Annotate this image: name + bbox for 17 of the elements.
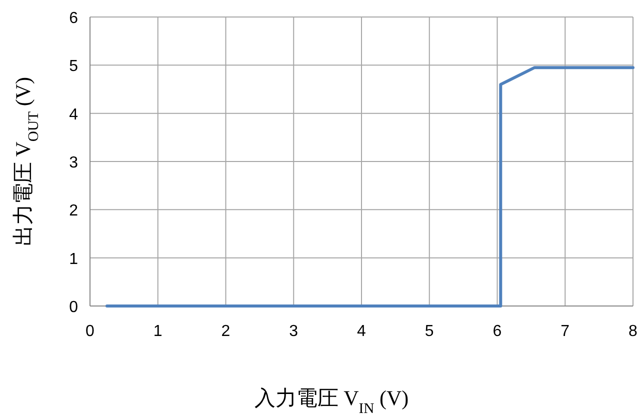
y-tick-label: 0 <box>69 299 78 316</box>
x-tick-label: 4 <box>357 323 366 340</box>
x-tick-label: 0 <box>86 323 95 340</box>
y-tick-label: 5 <box>69 58 78 76</box>
y-tick-label: 3 <box>69 154 78 172</box>
x-tick-label: 5 <box>424 323 434 340</box>
x-axis-title: 入力電圧 V$_{IN}$ (V) <box>254 386 409 416</box>
x-tick-label: 7 <box>560 323 570 340</box>
x-tick-label: 3 <box>289 323 298 340</box>
y-tick-label: 1 <box>69 250 78 268</box>
x-tick-label: 6 <box>492 323 502 340</box>
y-tick-label: 6 <box>69 10 78 27</box>
y-tick-label: 2 <box>69 202 78 220</box>
x-tick-label: 2 <box>221 323 230 340</box>
x-tick-label: 8 <box>628 323 638 340</box>
y-tick-label: 4 <box>69 106 78 124</box>
x-tick-label: 1 <box>153 323 162 340</box>
